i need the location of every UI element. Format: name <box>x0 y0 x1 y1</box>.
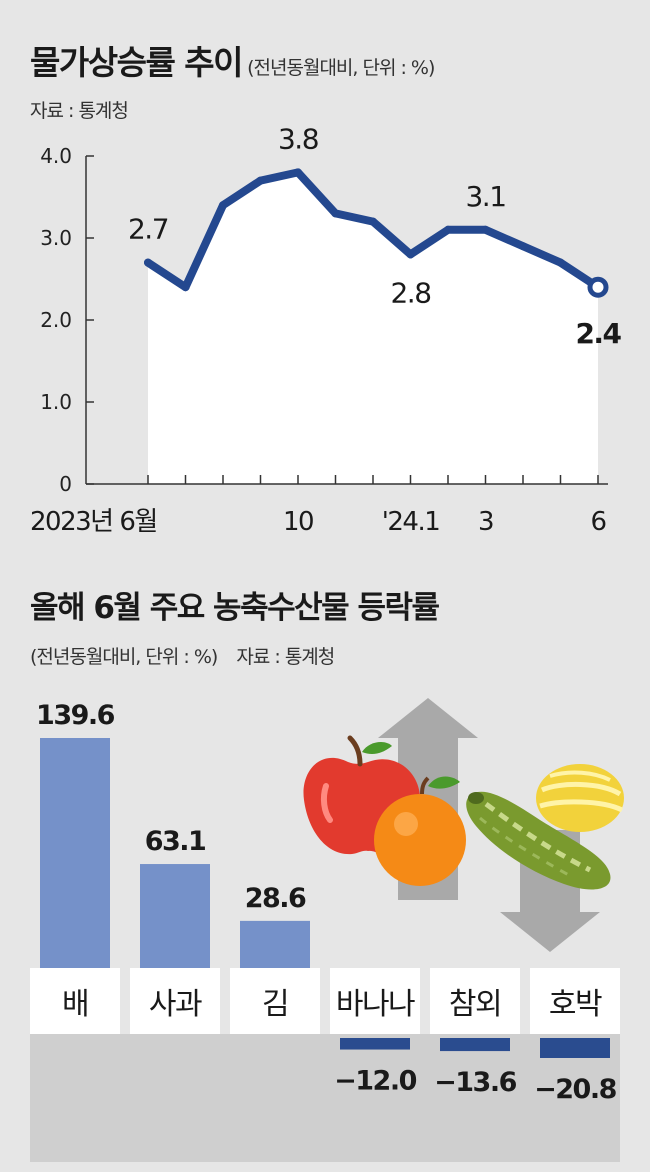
melon-icon <box>536 764 624 832</box>
orange-icon <box>374 776 466 886</box>
bar-chart-source: 자료 : 통계청 <box>236 646 335 668</box>
bar-value-label: −13.6 <box>434 1067 516 1098</box>
bar <box>40 738 110 968</box>
category-label: 바나나 <box>336 987 415 1022</box>
bar <box>140 864 210 968</box>
line-chart-title: 물가상승률 추이 <box>30 43 244 82</box>
bar-chart-unit-note: (전년동월대비, 단위 : %) <box>30 646 218 668</box>
category-label-box <box>430 968 520 1034</box>
data-label: 3.8 <box>278 122 318 155</box>
bar <box>240 920 310 968</box>
data-point <box>406 250 415 259</box>
produce-illustration <box>303 698 624 952</box>
data-point <box>556 258 565 267</box>
bar <box>440 1038 510 1052</box>
line-chart-header: 물가상승률 추이 (전년동월대비, 단위 : %) <box>30 36 435 84</box>
data-label: 2.4 <box>575 317 621 350</box>
y-tick-label: 1.0 <box>40 390 72 414</box>
category-label: 참외 <box>449 987 501 1022</box>
bar-chart-subheader: (전년동월대비, 단위 : %) 자료 : 통계청 <box>30 642 335 669</box>
data-label: 2.8 <box>390 276 430 309</box>
line-chart-source: 자료 : 통계청 <box>30 100 129 122</box>
category-label: 배 <box>62 987 88 1022</box>
data-point <box>144 258 152 267</box>
bar-chart-title: 올해 6월 주요 농축수산물 등락률 <box>30 590 440 626</box>
y-tick-label: 3.0 <box>40 226 72 250</box>
category-label-box <box>230 968 320 1034</box>
bar-value-label: −12.0 <box>334 1066 416 1097</box>
data-label: 3.1 <box>465 180 505 213</box>
category-label-box <box>130 968 220 1034</box>
bar-value-label: 28.6 <box>245 883 306 914</box>
x-tick-label: 10 <box>283 507 313 537</box>
category-label-box <box>330 968 420 1034</box>
x-tick-label: 3 <box>478 507 493 537</box>
x-tick-label: '24.1 <box>382 507 440 537</box>
x-tick-label: 2023년 6월 <box>30 507 157 537</box>
data-point <box>181 283 190 292</box>
negative-value-band <box>30 1034 620 1162</box>
category-label-box <box>530 968 620 1034</box>
category-label-box <box>30 968 120 1034</box>
category-label: 사과 <box>149 987 202 1022</box>
line-chart-unit-note: (전년동월대비, 단위 : %) <box>247 57 435 79</box>
bar-chart: 배 139.6 사과 63.1 김 28.6 바나나 −12.0 참외 −13.6 호박 −20.8 <box>30 700 620 1162</box>
data-point <box>331 209 340 218</box>
zucchini-icon <box>466 791 611 890</box>
line-chart-area <box>148 172 598 484</box>
y-tick-label: 4.0 <box>40 144 72 168</box>
bar <box>540 1038 610 1058</box>
data-point <box>587 276 609 298</box>
category-label: 호박 <box>549 987 602 1022</box>
data-point <box>369 217 377 226</box>
x-tick-label: 6 <box>590 507 605 537</box>
data-point <box>481 225 490 234</box>
data-point <box>256 176 265 185</box>
y-tick-label: 0 <box>59 472 72 496</box>
line-chart: 0 1.0 2.0 3.0 4.0 2023년 6월 10 '24.1 3 6 2.7 3.8 2.8 3… <box>30 122 623 537</box>
category-label: 김 <box>262 987 288 1022</box>
bar-value-label: −20.8 <box>534 1074 616 1105</box>
data-point <box>294 168 302 177</box>
bar-value-label: 63.1 <box>145 826 206 857</box>
data-label: 2.7 <box>128 213 168 246</box>
data-point <box>219 201 227 210</box>
y-tick-label: 2.0 <box>40 308 72 332</box>
data-point <box>519 242 527 251</box>
bar <box>340 1038 410 1050</box>
data-point <box>444 225 452 234</box>
bar-value-label: 139.6 <box>36 700 115 731</box>
